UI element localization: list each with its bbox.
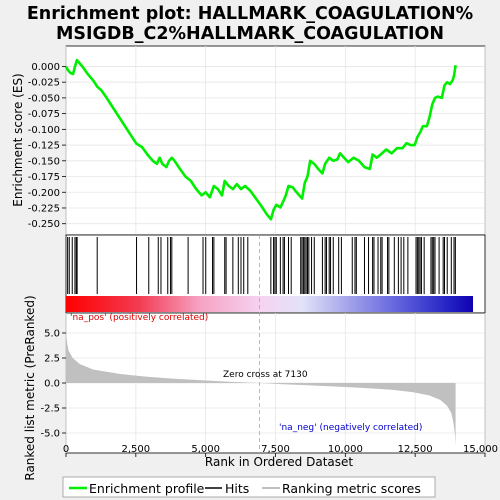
es-y-axis-label: Enrichment score (ES) <box>11 73 25 206</box>
x-tick-label: 7,500 <box>261 444 290 455</box>
ranking-y-tick-label: -2.5 <box>40 404 60 415</box>
enrichment-profile-line <box>64 58 457 221</box>
x-tick-label: 0 <box>63 444 69 455</box>
zero-cross-label: Zero cross at 7130 <box>223 370 308 380</box>
x-axis-label: Rank in Ordered Dataset <box>205 455 353 469</box>
ranking-y-tick-label: 0.0 <box>44 379 60 390</box>
legend-label-hits: Hits <box>225 481 249 496</box>
x-tick-label: 15,000 <box>463 444 498 455</box>
ranking-y-tick-label: -5.0 <box>40 429 60 440</box>
es-y-tick-label: -0.025 <box>28 78 60 89</box>
ranking-y-tick-label: 2.5 <box>44 354 60 365</box>
es-y-tick-label: -0.100 <box>28 125 60 136</box>
es-y-tick-label: -0.075 <box>28 109 60 120</box>
rank-heat-bar <box>66 296 473 312</box>
x-tick-label: 10,000 <box>328 444 363 455</box>
legend-label-enrichment: Enrichment profile <box>89 481 205 496</box>
es-y-tick-label: -0.250 <box>28 219 60 230</box>
es-y-axis-ticks: 0.000 -0.025 -0.050 -0.075 -0.100 -0.125 -0.15… <box>28 62 66 230</box>
neg-correlated-label: 'na_neg' (negatively correlated) <box>279 423 422 433</box>
legend-label-ranking: Ranking metric scores <box>282 481 421 496</box>
hit-marks <box>67 237 456 294</box>
legend-box <box>62 476 436 498</box>
pos-correlated-label: 'na_pos' (positively correlated) <box>70 313 208 323</box>
es-y-tick-label: -0.125 <box>28 141 60 152</box>
x-tick-label: 12,500 <box>398 444 433 455</box>
chart-title-line1: Enrichment plot: HALLMARK_COAGULATION% <box>27 4 473 24</box>
ranking-y-tick-label: 5.0 <box>44 329 60 340</box>
es-y-tick-label: -0.050 <box>28 93 60 104</box>
x-tick-label: 5,000 <box>191 444 220 455</box>
es-y-tick-label: -0.175 <box>28 172 60 183</box>
ranking-y-axis-label: Ranked list metric (PreRanked) <box>23 295 37 480</box>
es-y-tick-label: -0.150 <box>28 156 60 167</box>
es-y-tick-label: 0.000 <box>31 62 60 73</box>
ranking-y-axis-ticks: 5.0 2.5 0.0 -2.5 -5.0 <box>40 329 66 440</box>
es-y-tick-label: -0.200 <box>28 188 60 199</box>
es-y-tick-label: -0.225 <box>28 203 60 214</box>
x-tick-label: 2,500 <box>122 444 151 455</box>
ranking-x-axis-ticks: 0 2,500 5,000 7,500 10,000 12,500 15,000 <box>63 444 498 457</box>
chart-title-line2: MSIGDB_C2%HALLMARK_COAGULATION <box>56 24 444 44</box>
